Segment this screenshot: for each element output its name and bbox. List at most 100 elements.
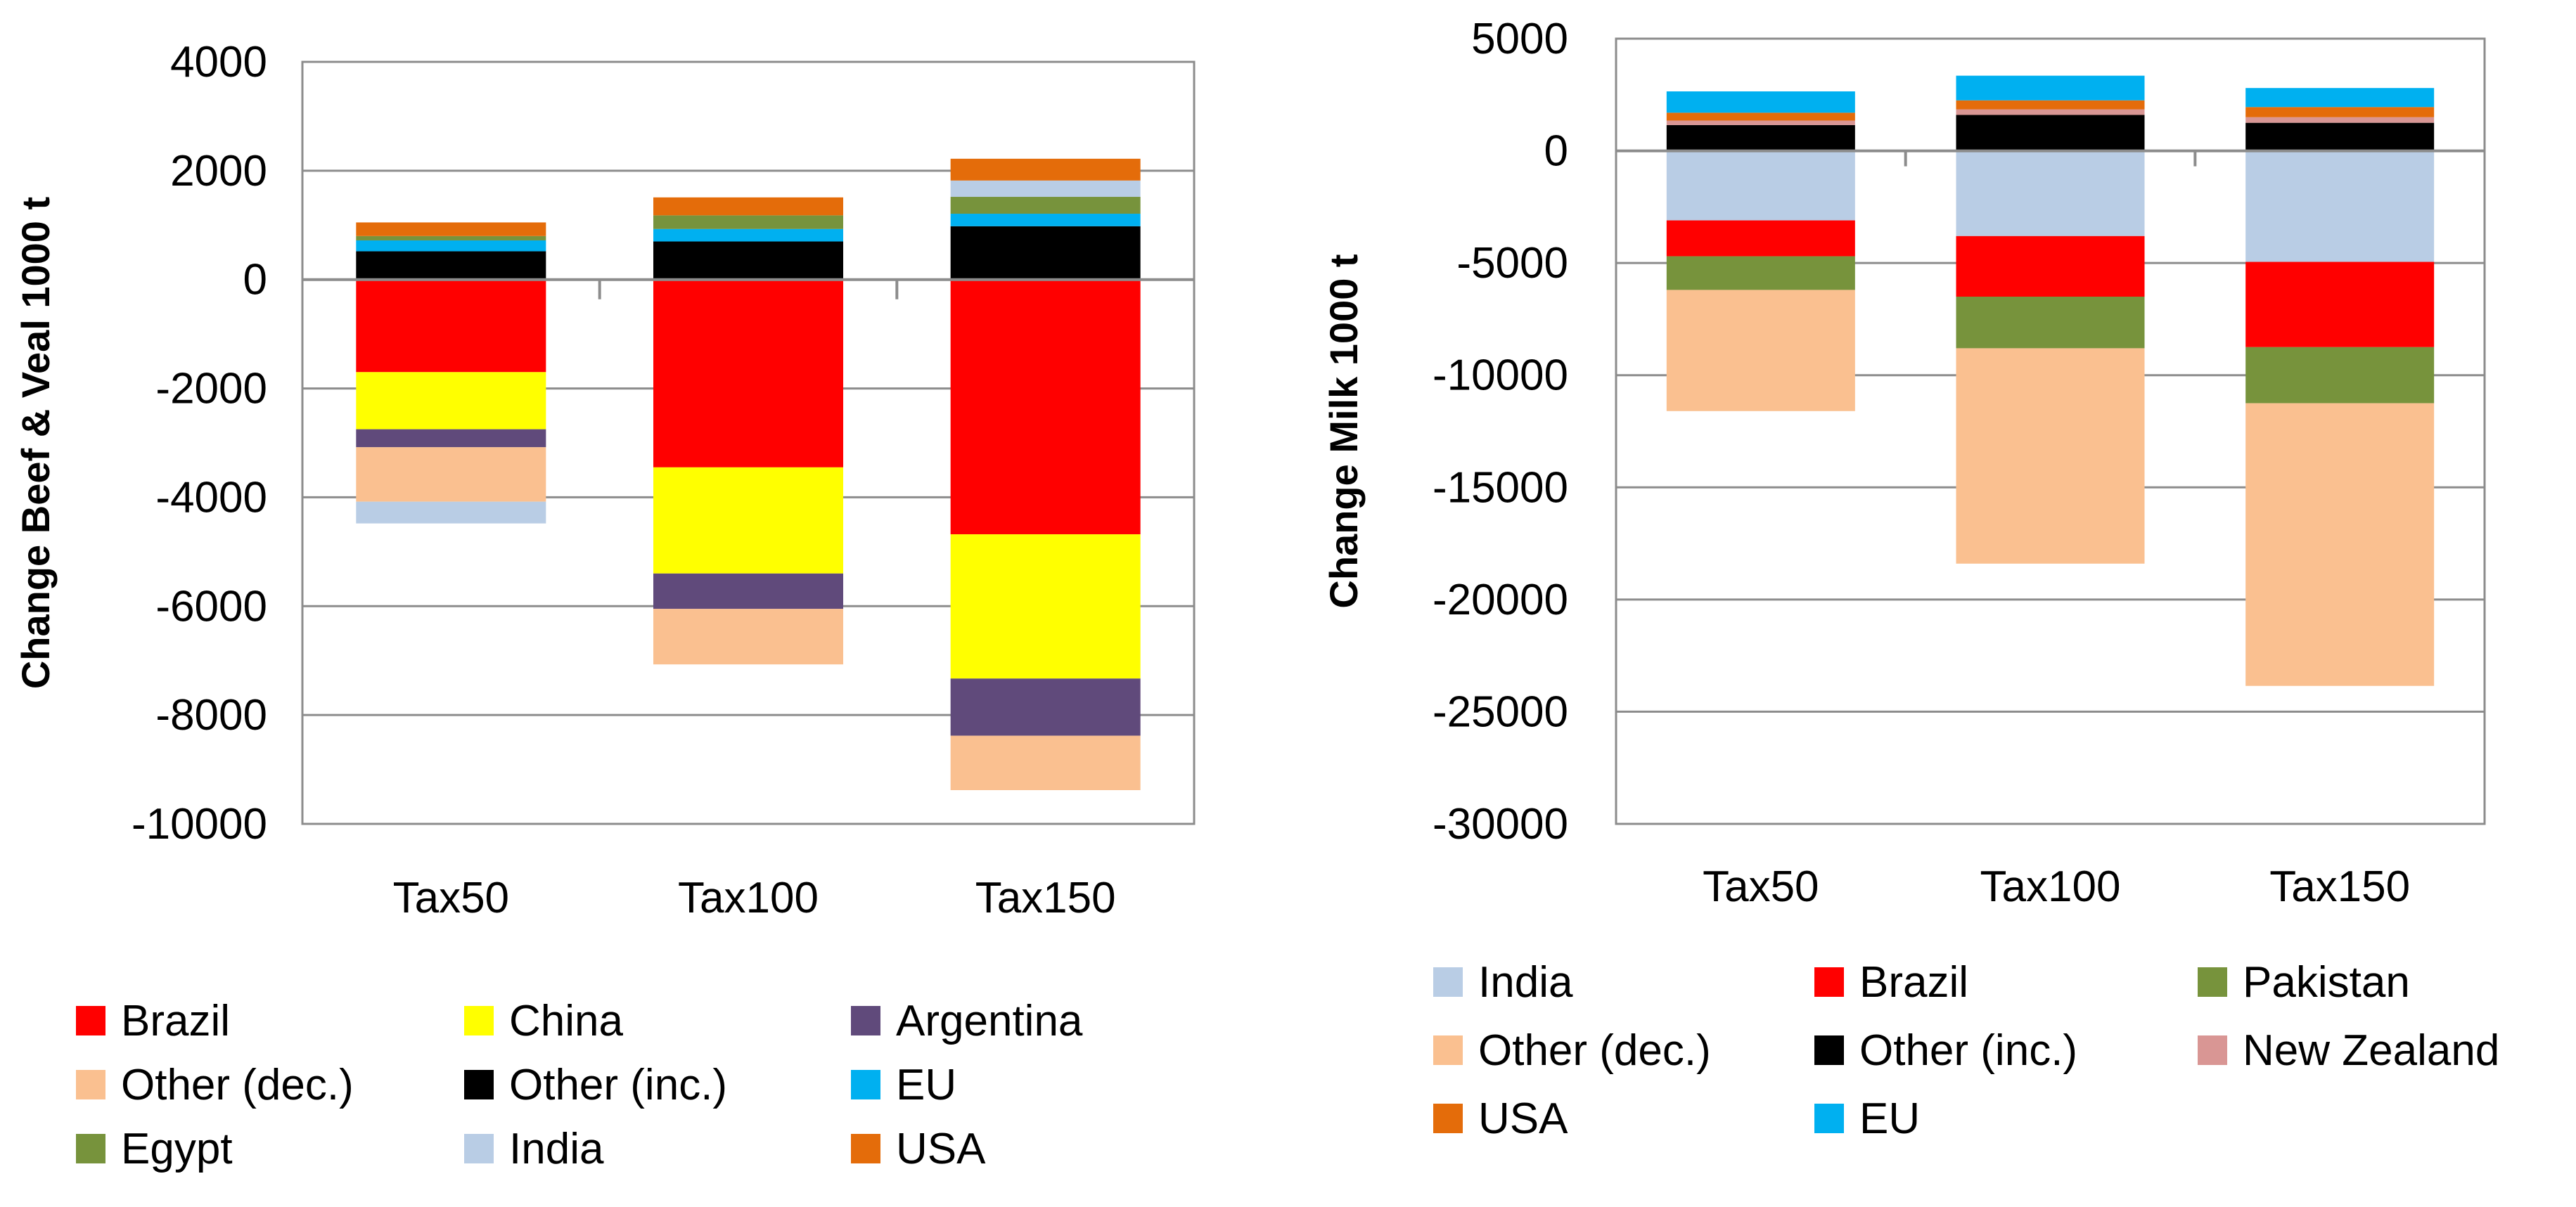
bar-china-tax150 [950,534,1141,679]
legend-item-other-dec: Other (dec.) [76,1061,354,1109]
bar-brazil-tax50 [356,279,546,373]
y-tick-label: 2000 [170,147,267,195]
bar-eu-tax100 [653,228,843,242]
bar-argentina-tax150 [950,678,1141,736]
legend-swatch [76,1070,105,1099]
bar-other-dec-tax100 [653,609,843,665]
bar-brazil-tax100 [1956,235,2145,297]
legend-swatch [1433,1035,1463,1065]
bar-other-dec-tax150 [950,735,1141,790]
legend-label: Other (dec.) [1478,1026,1711,1075]
legend-item-usa: USA [1433,1095,1568,1143]
y-axis-title: Change Milk 1000 t [1321,254,1366,608]
legend-swatch [851,1134,880,1163]
bar-other-dec-tax50 [356,447,546,502]
bar-other-inc-tax150 [2245,122,2435,151]
legend-item-other-inc: Other (inc.) [1814,1026,2077,1075]
bar-new-zealand-tax150 [2245,117,2435,123]
bar-usa-tax50 [356,222,546,236]
y-tick-label: -4000 [155,473,267,522]
x-category-label: Tax150 [2269,863,2410,911]
bar-eu-tax50 [356,240,546,252]
y-tick-label: -6000 [155,582,267,631]
bar-argentina-tax100 [653,573,843,609]
legend-item-other-dec: Other (dec.) [1433,1026,1711,1075]
bar-egypt-tax100 [653,215,843,229]
legend-label: China [509,997,624,1045]
bar-other-dec-tax50 [1666,290,1855,411]
bar-eu-tax50 [1666,91,1855,113]
bar-india-tax100 [1956,150,2145,236]
legend-item-egypt: Egypt [76,1125,233,1173]
x-category-label: Tax50 [393,874,509,922]
y-axis: 5000 0 -5000 -10000 -15000 -20000 -25000 -30000 [1433,15,1568,848]
bar-eu-tax150 [950,214,1141,226]
y-axis-title: Change Beef & Veal 1000 t [13,197,58,689]
bar-other-inc-tax100 [1956,115,2145,151]
bar-other-dec-tax150 [2245,403,2435,686]
legend-swatch [1814,1104,1844,1133]
bar-other-inc-tax150 [950,226,1141,280]
y-tick-label: -20000 [1433,576,1568,624]
x-category-label: Tax100 [678,874,819,922]
legend-swatch [2198,967,2227,997]
bar-pakistan-tax150 [2245,347,2435,404]
y-tick-label: 0 [243,256,267,304]
legend-label: EU [1859,1095,1920,1143]
chart-1: 4000 2000 0 -2000 -4000 -6000 -8000 -10000 Tax50… [13,38,1196,1173]
legend-item-eu: EU [1814,1095,1920,1143]
x-category-label: Tax150 [975,874,1116,922]
bar-eu-tax100 [1956,75,2145,101]
legend-item-eu: EU [851,1061,956,1109]
bar-brazil-tax150 [950,279,1141,535]
legend-swatch [464,1070,494,1099]
bar-usa-tax100 [1956,100,2145,110]
bar-pakistan-tax50 [1666,256,1855,290]
legend-label: Other (inc.) [509,1061,727,1109]
y-tick-label: -8000 [155,691,267,740]
bar-new-zealand-tax100 [1956,109,2145,115]
legend-item-pakistan: Pakistan [2198,958,2410,1007]
bars [356,158,1141,790]
bar-argentina-tax50 [356,429,546,448]
legend-label: Egypt [121,1125,233,1173]
bar-other-inc-tax50 [1666,124,1855,151]
y-tick-label: -25000 [1433,688,1568,736]
bar-other-dec-tax100 [1956,348,2145,564]
legend-label: New Zealand [2243,1026,2499,1075]
bar-brazil-tax50 [1666,220,1855,257]
chart-2: 5000 0 -5000 -10000 -15000 -20000 -25000 -30000… [1321,15,2499,1143]
legend-swatch [464,1134,494,1163]
bar-china-tax100 [653,467,843,574]
bar-brazil-tax150 [2245,262,2435,347]
y-tick-label: -10000 [1433,351,1568,400]
legend-swatch [2198,1035,2227,1065]
x-category-label: Tax50 [1703,863,1819,911]
legend-swatch [76,1134,105,1163]
y-tick-label: -5000 [1456,239,1568,288]
bar-usa-tax150 [2245,107,2435,117]
legend-swatch [76,1006,105,1035]
y-tick-label: -2000 [155,365,267,413]
bar-usa-tax50 [1666,112,1855,121]
legend-label: USA [1478,1095,1568,1143]
legend-item-usa: USA [851,1125,986,1173]
bar-new-zealand-tax50 [1666,120,1855,125]
legend: India Brazil Pakistan Other (dec.) Other (in… [1433,958,2499,1143]
legend-swatch [1814,1035,1844,1065]
legend-swatch [1814,967,1844,997]
plot-border [301,60,1196,825]
legend-label: Brazil [1859,958,1968,1007]
legend-item-india: India [464,1125,604,1173]
legend-label: USA [896,1125,986,1173]
bar-egypt-tax50 [356,235,546,240]
legend-label: Other (inc.) [1859,1026,2077,1075]
bar-usa-tax100 [653,197,843,216]
bar-other-inc-tax100 [653,241,843,280]
y-tick-label: 5000 [1471,15,1568,63]
legend-item-brazil: Brazil [76,997,230,1045]
y-tick-label: 4000 [170,38,267,86]
bar-brazil-tax100 [653,279,843,467]
legend-item-brazil: Brazil [1814,958,1968,1007]
